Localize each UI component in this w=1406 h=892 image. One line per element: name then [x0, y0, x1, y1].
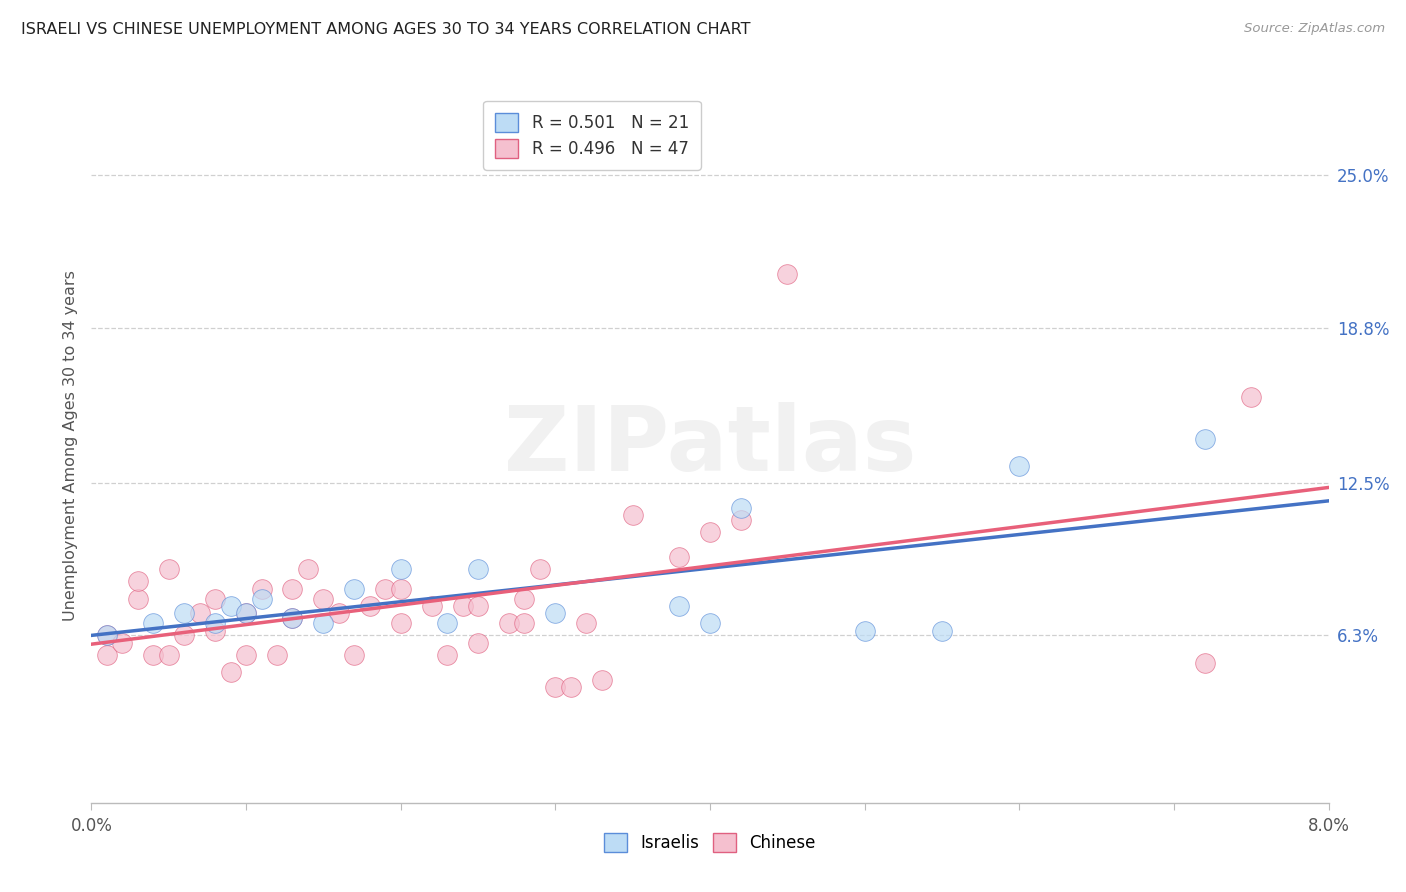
Point [467, 636, 489, 650]
Point [498, 616, 520, 631]
Point [668, 599, 690, 613]
Point [513, 591, 536, 606]
Text: ZIPatlas: ZIPatlas [503, 402, 917, 490]
Point [420, 599, 443, 613]
Point [343, 648, 366, 662]
Point [250, 591, 273, 606]
Point [389, 616, 412, 631]
Point [730, 513, 752, 527]
Point [281, 582, 304, 596]
Point [621, 508, 644, 522]
Point [111, 636, 134, 650]
Point [560, 680, 582, 694]
Point [204, 616, 226, 631]
Point [513, 616, 536, 631]
Point [389, 562, 412, 576]
Point [529, 562, 551, 576]
Point [96, 628, 118, 642]
Point [575, 616, 598, 631]
Point [374, 582, 396, 596]
Point [219, 665, 242, 680]
Point [297, 562, 319, 576]
Point [699, 525, 721, 540]
Point [173, 607, 195, 621]
Text: Source: ZipAtlas.com: Source: ZipAtlas.com [1244, 22, 1385, 36]
Point [467, 562, 489, 576]
Text: ISRAELI VS CHINESE UNEMPLOYMENT AMONG AGES 30 TO 34 YEARS CORRELATION CHART: ISRAELI VS CHINESE UNEMPLOYMENT AMONG AG… [21, 22, 751, 37]
Point [157, 648, 180, 662]
Y-axis label: Unemployment Among Ages 30 to 34 years: Unemployment Among Ages 30 to 34 years [62, 270, 77, 622]
Point [776, 267, 799, 281]
Point [436, 616, 458, 631]
Point [204, 624, 226, 638]
Point [730, 500, 752, 515]
Point [142, 648, 165, 662]
Point [328, 607, 350, 621]
Point [853, 624, 876, 638]
Point [266, 648, 288, 662]
Point [436, 648, 458, 662]
Point [281, 611, 304, 625]
Point [668, 549, 690, 564]
Point [931, 624, 953, 638]
Point [173, 628, 195, 642]
Point [1008, 458, 1031, 473]
Point [188, 607, 211, 621]
Point [235, 607, 257, 621]
Point [219, 599, 242, 613]
Point [312, 591, 335, 606]
Point [359, 599, 381, 613]
Point [157, 562, 180, 576]
Point [281, 611, 304, 625]
Point [235, 648, 257, 662]
Point [96, 628, 118, 642]
Point [235, 607, 257, 621]
Legend: Israelis, Chinese: Israelis, Chinese [598, 826, 823, 859]
Point [699, 616, 721, 631]
Point [250, 582, 273, 596]
Point [127, 591, 149, 606]
Point [343, 582, 366, 596]
Point [312, 616, 335, 631]
Point [389, 582, 412, 596]
Point [96, 648, 118, 662]
Point [544, 680, 567, 694]
Point [204, 591, 226, 606]
Point [544, 607, 567, 621]
Point [467, 599, 489, 613]
Point [1194, 656, 1216, 670]
Point [1194, 432, 1216, 446]
Point [1240, 390, 1263, 404]
Point [451, 599, 474, 613]
Point [591, 673, 613, 687]
Point [127, 574, 149, 589]
Point [142, 616, 165, 631]
